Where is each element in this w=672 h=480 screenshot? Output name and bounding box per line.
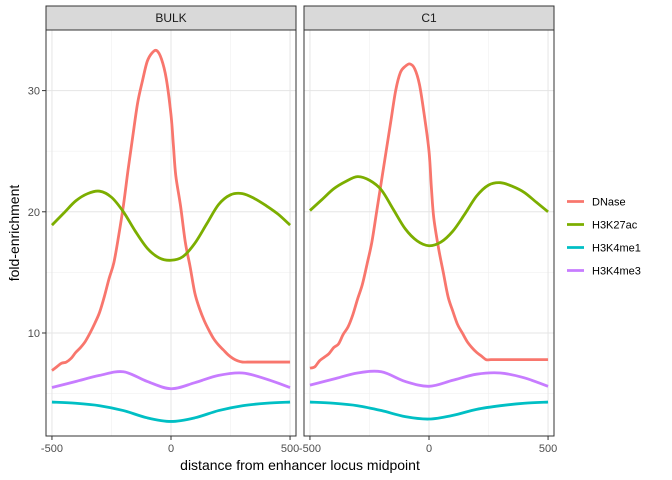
y-axis-title: fold-enrichment bbox=[6, 185, 22, 282]
panel-c1: C1 -500 0 500 bbox=[299, 5, 557, 455]
legend: DNase H3K27ac H3K4me1 H3K4me3 bbox=[567, 197, 641, 278]
x-tick-label: -500 bbox=[299, 443, 321, 455]
series-line-h3k4me1-c1 bbox=[309, 400, 549, 421]
x-tick-label: 500 bbox=[281, 443, 299, 455]
series-line-h3k4me3-c1 bbox=[309, 369, 549, 388]
facet-strip-c1 bbox=[303, 5, 555, 31]
facet-strip-label-c1: C1 bbox=[421, 11, 437, 25]
series-line-h3k4me1-bulk bbox=[51, 400, 291, 423]
facet-strip-bulk bbox=[45, 5, 297, 31]
y-tick-label: 10 bbox=[28, 328, 40, 340]
x-axis-title: distance from enhancer locus midpoint bbox=[180, 457, 420, 473]
x-tick-label: 0 bbox=[168, 443, 174, 455]
x-tick-label: 0 bbox=[426, 443, 432, 455]
legend-item-dnase: DNase bbox=[567, 197, 626, 209]
x-tick-label: 500 bbox=[539, 443, 557, 455]
facet-strip-label-bulk: BULK bbox=[155, 11, 186, 25]
legend-label-dnase: DNase bbox=[592, 197, 626, 209]
series-line-h3k27ac-bulk bbox=[50, 189, 291, 262]
series-line-h3k4me3-bulk bbox=[51, 370, 291, 391]
legend-label-h3k4me1: H3K4me1 bbox=[592, 243, 641, 255]
series-line-h3k27ac-c1 bbox=[309, 175, 549, 248]
legend-item-h3k27ac: H3K27ac bbox=[567, 220, 638, 232]
facet-panels: BULK -500 0 500 10 20 30 C1 -500 0 500 bbox=[28, 5, 557, 455]
legend-label-h3k27ac: H3K27ac bbox=[592, 220, 638, 232]
legend-label-h3k4me3: H3K4me3 bbox=[592, 266, 641, 278]
series-line-dnase-c1 bbox=[309, 62, 549, 370]
x-tick-label: -500 bbox=[41, 443, 63, 455]
panel-bulk: BULK -500 0 500 10 20 30 bbox=[28, 5, 299, 455]
y-tick-label: 20 bbox=[28, 207, 40, 219]
y-tick-label: 30 bbox=[28, 86, 40, 98]
legend-item-h3k4me1: H3K4me1 bbox=[567, 243, 641, 255]
series-line-dnase-bulk bbox=[51, 48, 291, 372]
legend-item-h3k4me3: H3K4me3 bbox=[567, 266, 641, 278]
